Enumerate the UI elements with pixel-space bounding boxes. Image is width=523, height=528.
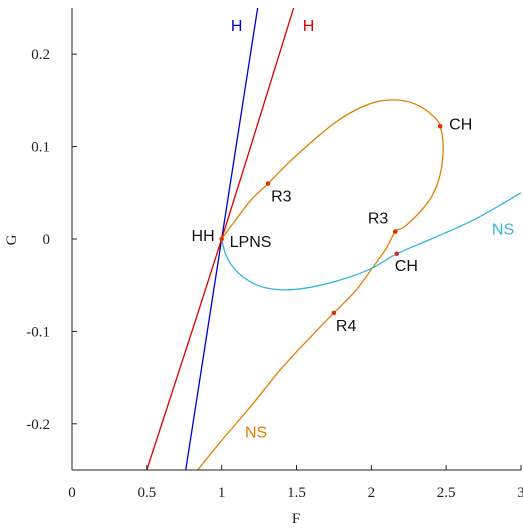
y-tick-label-3: 0.1 (31, 140, 50, 156)
y-tick-label-4: 0.2 (31, 47, 50, 63)
point-r3-2-marker (265, 181, 271, 186)
y-tick-label-2: 0 (43, 232, 51, 248)
x-tick-label-4: 2 (368, 485, 376, 501)
y-tick-label-0: -0.2 (26, 417, 50, 433)
point-r3-4-marker (392, 229, 398, 234)
curve-label-h-1: H (303, 18, 315, 35)
x-tick-label-0: 0 (68, 485, 76, 501)
point-label-r3-4: R3 (368, 211, 389, 228)
x-tick-label-2: 1 (218, 485, 226, 501)
point-ch-3-marker (437, 123, 443, 129)
x-axis-label: F (292, 511, 300, 527)
point-label-r3-2: R3 (271, 189, 292, 206)
x-tick-label-6: 3 (517, 485, 523, 501)
point-label-hh-0: HH (192, 228, 215, 245)
series-ns-3-line (221, 192, 521, 291)
y-axis-label: G (4, 234, 20, 245)
point-label-ch-3: CH (449, 116, 472, 133)
point-label-r4-6: R4 (336, 318, 357, 335)
curve-label-h-0: H (231, 18, 243, 35)
curve-label-ns-3: NS (245, 425, 267, 442)
x-tick-label-3: 1.5 (287, 485, 306, 501)
point-ch-5-marker (394, 251, 400, 257)
point-label-ch-5: CH (395, 258, 418, 275)
x-tick-label-5: 2.5 (437, 485, 456, 501)
point-label-lpns-1: LPNS (230, 234, 272, 251)
point-r4-6-marker (331, 310, 337, 316)
series-ns-2-line (197, 99, 444, 470)
plot-background (72, 8, 521, 470)
point-hh-0-marker (219, 236, 224, 242)
y-tick-label-1: -0.1 (26, 324, 50, 340)
x-tick-label-1: 0.5 (137, 485, 156, 501)
curve-label-ns-2: NS (492, 221, 514, 238)
